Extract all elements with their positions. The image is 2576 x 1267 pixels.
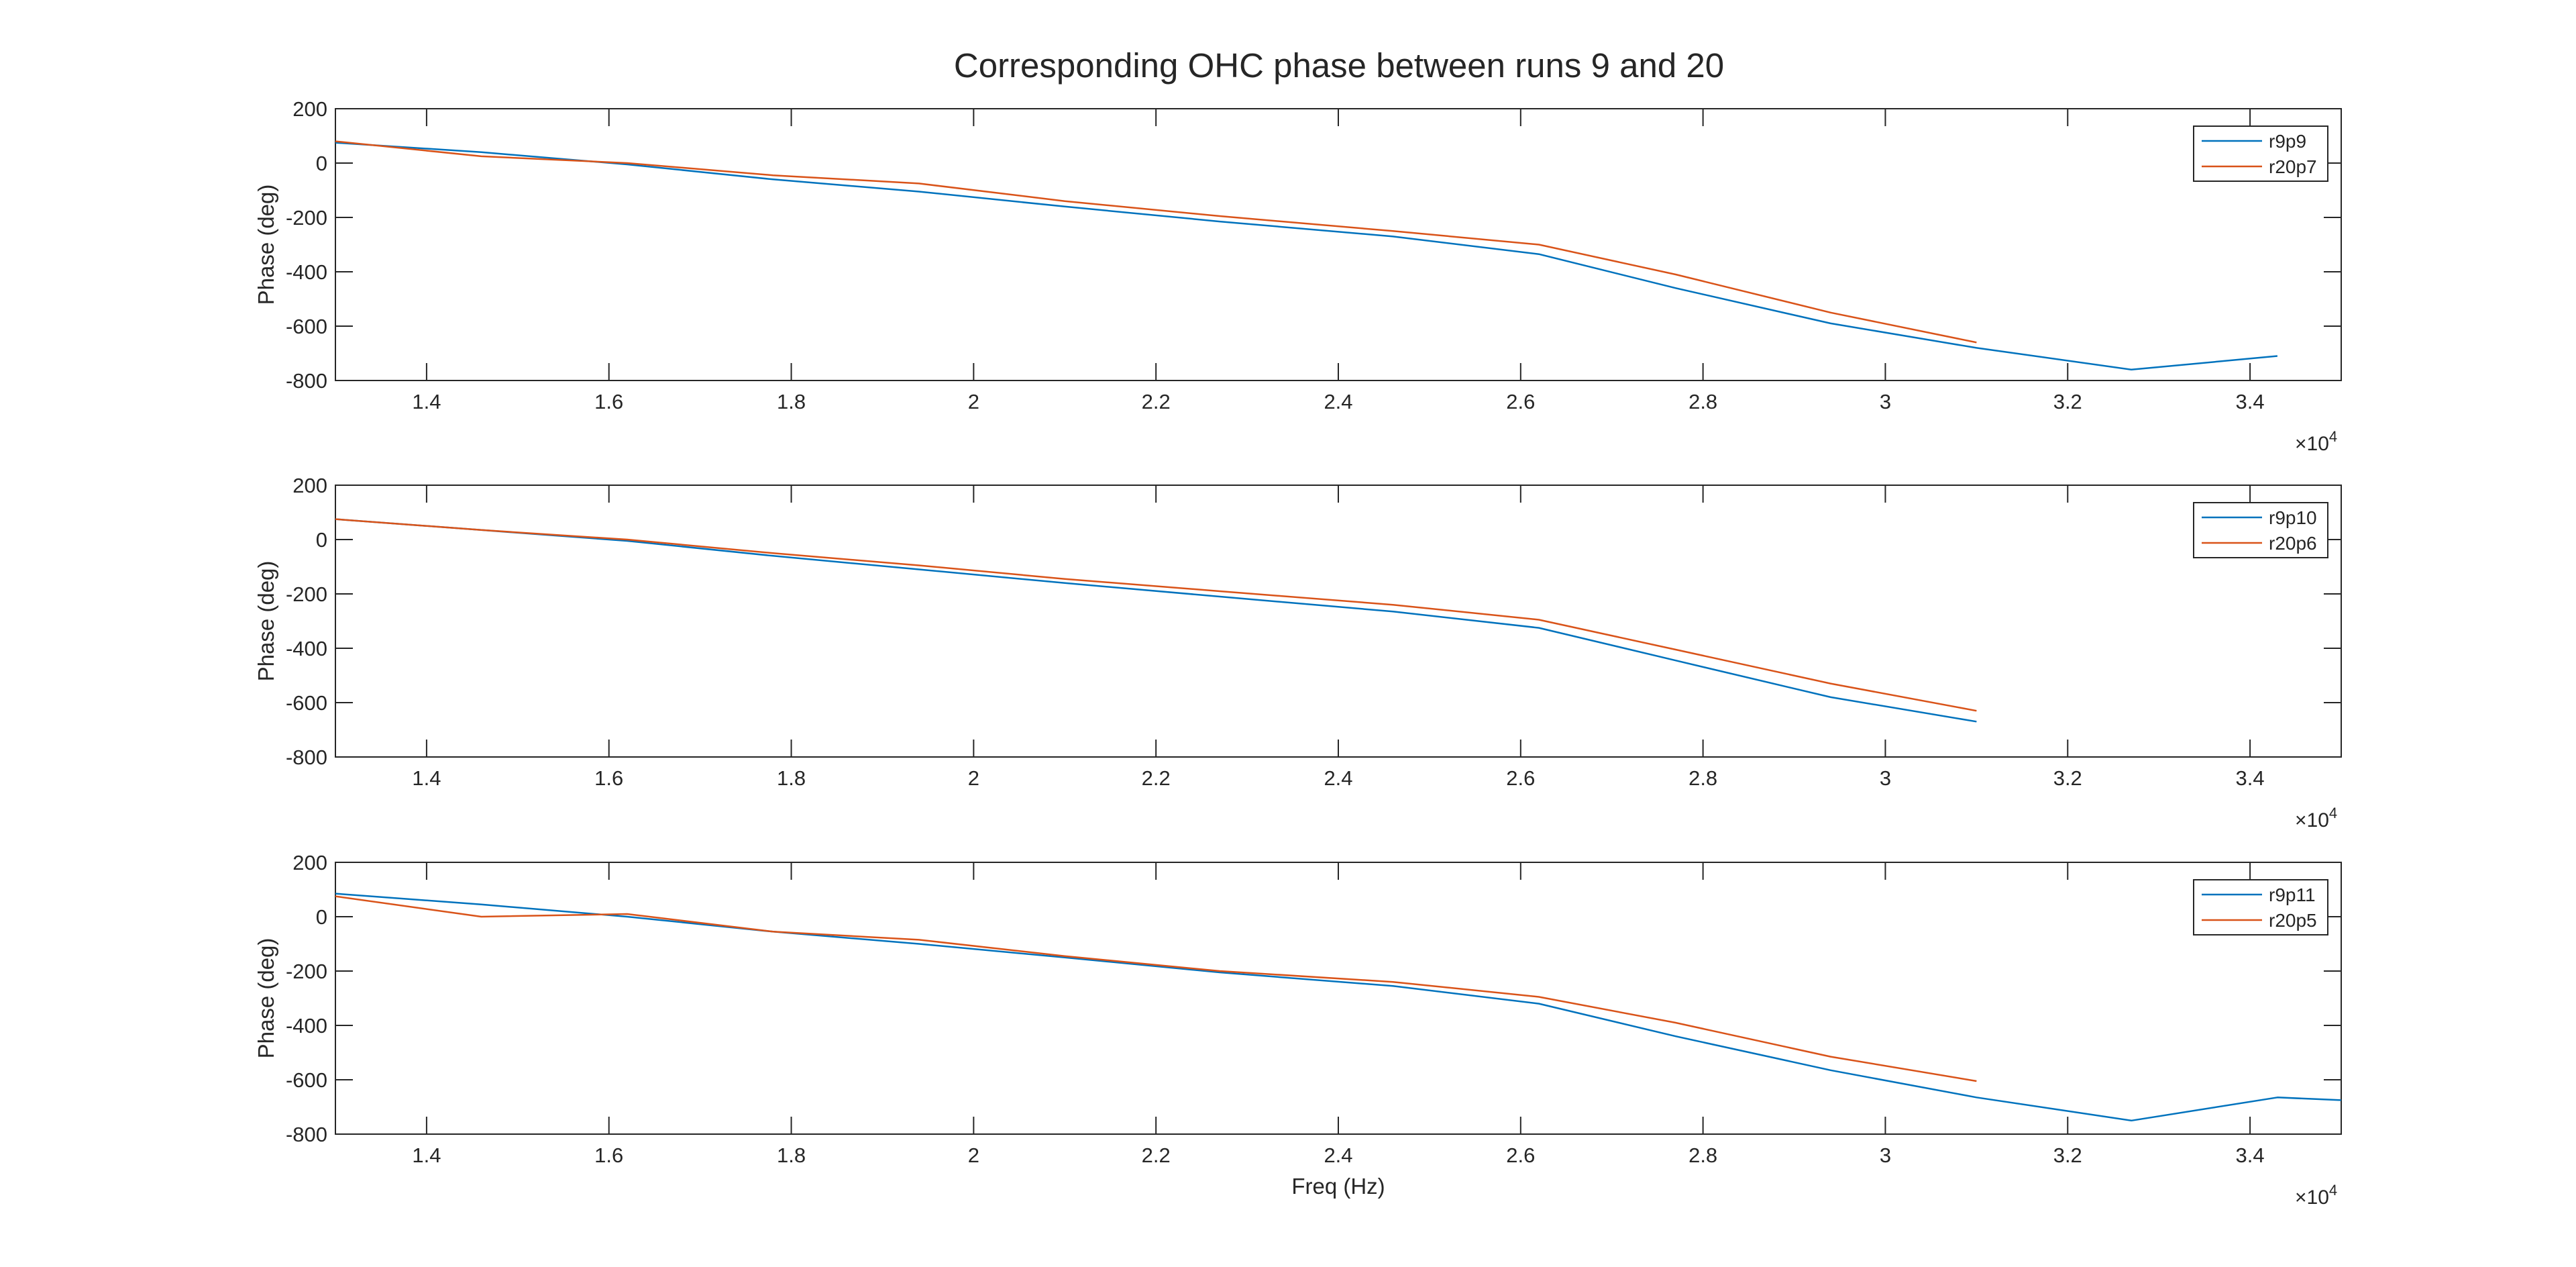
series-group	[335, 518, 1977, 723]
x-tick-label: 1.4	[412, 766, 441, 790]
x-exponent-label: ×104	[2295, 805, 2337, 831]
x-tick-label: 3.2	[2053, 1144, 2082, 1167]
legend-box	[2193, 502, 2328, 558]
series-line-r20p5	[335, 895, 1977, 1082]
y-tick-label: -600	[286, 1068, 327, 1092]
y-tick-label: -400	[286, 1014, 327, 1037]
series-group	[335, 893, 2341, 1122]
series-group	[335, 140, 2278, 371]
x-exponent-base: ×10	[2295, 809, 2329, 831]
y-axis-label: Phase (deg)	[254, 185, 278, 305]
x-tick-label: 2.8	[1688, 390, 1717, 413]
x-tick-label: 2.6	[1506, 1144, 1535, 1167]
x-tick-label: 1.4	[412, 1144, 441, 1167]
x-tick-label: 2.6	[1506, 766, 1535, 790]
x-tick-label: 3	[1880, 390, 1891, 413]
series-line-r9p11	[335, 893, 2341, 1122]
y-tick-label: -400	[286, 637, 327, 660]
x-tick-label: 2	[968, 1144, 979, 1167]
axes-box	[335, 862, 2342, 1135]
legend-entry-r20p6: r20p6	[2269, 533, 2317, 554]
x-tick-label: 2	[968, 390, 979, 413]
legend-box	[2193, 879, 2328, 935]
x-exponent-power: 4	[2329, 428, 2337, 445]
x-tick-label: 1.8	[777, 1144, 806, 1167]
y-tick-label: -600	[286, 691, 327, 715]
y-tick-label: -200	[286, 206, 327, 230]
x-tick-label: 2.6	[1506, 390, 1535, 413]
x-tick-label: 2.2	[1142, 1144, 1171, 1167]
y-tick-label: -200	[286, 960, 327, 983]
x-tick-label: 3	[1880, 1144, 1891, 1167]
y-tick-label: 0	[316, 528, 327, 552]
x-exponent-power: 4	[2329, 805, 2337, 821]
x-exponent-power: 4	[2329, 1182, 2337, 1199]
x-tick-label: 2.8	[1688, 766, 1717, 790]
legend: r9p10 r20p6	[2193, 502, 2328, 558]
x-tick-label: 3.2	[2053, 390, 2082, 413]
y-tick-label: -400	[286, 260, 327, 284]
x-tick-label: 2.2	[1142, 766, 1171, 790]
series-line-r20p7	[335, 140, 1977, 344]
subplot-1: 1.4 1.6 1.8 2 2.2 2.4 2.6 2.8 3 3.2 3.4 200 0 -200 -40…	[254, 97, 2342, 455]
x-tick-label: 3.4	[2236, 766, 2265, 790]
y-tick-label: 0	[316, 152, 327, 175]
x-tick-label: 3	[1880, 766, 1891, 790]
y-tick-label: 0	[316, 905, 327, 929]
y-tick-label: -600	[286, 315, 327, 338]
x-exponent-label: ×104	[2295, 1182, 2337, 1209]
x-tick-label: 2.4	[1324, 1144, 1352, 1167]
legend: r9p11 r20p5	[2193, 879, 2328, 935]
legend-entry-r20p7: r20p7	[2269, 156, 2317, 177]
series-line-r20p6	[335, 518, 1977, 712]
x-tick-label: 1.6	[594, 1144, 623, 1167]
x-tick-label: 2.4	[1324, 766, 1352, 790]
x-tick-label: 2	[968, 766, 979, 790]
x-tick-label: 1.8	[777, 390, 806, 413]
x-tick-label: 2.8	[1688, 1144, 1717, 1167]
legend-box	[2193, 125, 2328, 182]
axes-box	[335, 108, 2342, 381]
x-exponent-label: ×104	[2295, 428, 2337, 455]
x-tick-label: 3.2	[2053, 766, 2082, 790]
subplot-3: 1.4 1.6 1.8 2 2.2 2.4 2.6 2.8 3 3.2 3.4 200 0 -200 -40…	[254, 851, 2342, 1209]
y-axis-label: Phase (deg)	[254, 561, 278, 682]
subplots: 1.4 1.6 1.8 2 2.2 2.4 2.6 2.8 3 3.2 3.42000-200-40…	[254, 97, 2342, 1209]
x-tick-label: 2.4	[1324, 390, 1352, 413]
x-tick-label: 3.4	[2236, 390, 2265, 413]
x-tick-label: 3.4	[2236, 1144, 2265, 1167]
axes-box	[335, 485, 2342, 758]
legend-entry-r9p11: r9p11	[2269, 884, 2316, 905]
x-tick-label: 1.8	[777, 766, 806, 790]
x-exponent-base: ×10	[2295, 433, 2329, 455]
y-tick-label: -800	[286, 1123, 327, 1146]
y-tick-label: 200	[292, 851, 327, 874]
legend: r9p9 r20p7	[2193, 125, 2328, 182]
legend-entry-r20p5: r20p5	[2269, 910, 2317, 931]
y-tick-label: 200	[292, 97, 327, 121]
x-axis-label: Freq (Hz)	[1291, 1174, 1385, 1199]
x-tick-label: 1.6	[594, 390, 623, 413]
legend-entry-r9p9: r9p9	[2269, 131, 2306, 152]
x-exponent-base: ×10	[2295, 1186, 2329, 1209]
y-tick-label: 200	[292, 474, 327, 497]
series-line-r9p10	[335, 518, 1977, 723]
legend-entry-r9p10: r9p10	[2269, 507, 2317, 528]
y-tick-label: -800	[286, 369, 327, 393]
figure-title: Corresponding OHC phase between runs 9 a…	[954, 46, 1724, 85]
subplot-2: 1.4 1.6 1.8 2 2.2 2.4 2.6 2.8 3 3.2 3.4 200 0 -200 -40…	[254, 474, 2342, 831]
y-axis-label: Phase (deg)	[254, 938, 278, 1059]
y-tick-label: -200	[286, 582, 327, 606]
x-tick-label: 1.4	[412, 390, 441, 413]
x-tick-label: 2.2	[1142, 390, 1171, 413]
y-tick-label: -800	[286, 746, 327, 769]
x-tick-label: 1.6	[594, 766, 623, 790]
series-line-r9p9	[335, 142, 2278, 371]
